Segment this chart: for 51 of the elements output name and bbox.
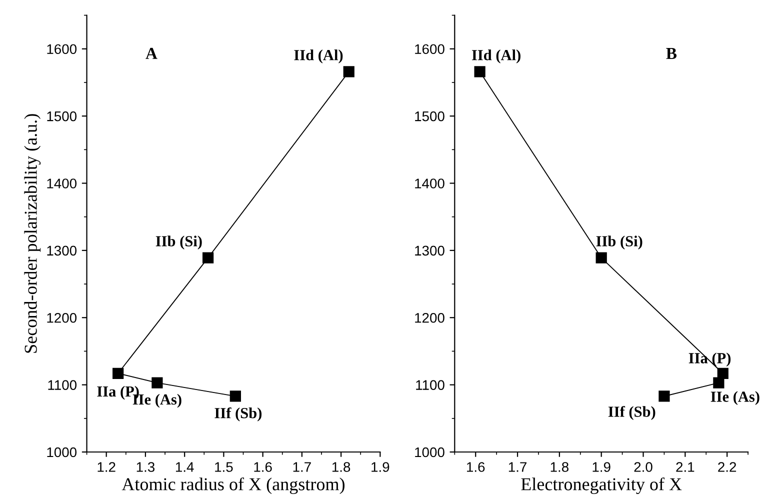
annotation: IIf (Sb) [214,407,262,422]
point [596,252,607,264]
x-tick-label: 1.7 [293,462,311,472]
point [658,390,670,402]
x-axis-title: Atomic radius of X (angstrom) [122,477,344,494]
x-tick-label: 1.4 [176,462,194,472]
y-tick-label: 1100 [48,380,77,390]
y-tick-label: 1300 [415,246,444,256]
x-tick-label: 1.5 [215,462,233,472]
y-tick-label: 1400 [47,178,77,188]
x-tick-label: 2.0 [634,462,652,472]
annotation: A [146,48,158,59]
point [474,66,486,78]
y-tick-label: 1200 [47,312,77,323]
point [230,390,241,402]
y-tick-label: 1000 [415,447,444,458]
point [112,368,124,379]
y-tick-label: 1600 [415,44,444,54]
x-tick-label: 1.8 [550,462,568,472]
y-tick-label: 1400 [415,178,444,188]
annotation: IIe (As) [710,391,760,405]
y-tick-label: 1000 [47,447,77,458]
y-tick-label: 1600 [47,44,77,54]
annotation: IIb (Si) [596,236,642,250]
y-axis-title: Second-order polarizability (a.u.) [24,114,41,353]
y-tick-label: 1500 [415,111,444,122]
point [152,377,163,388]
annotation: IIb (Si) [156,236,202,250]
x-tick-label: 1.3 [136,462,155,472]
x-tick-label: 1.9 [372,462,390,472]
y-tick-label: 1200 [415,312,444,323]
y-tick-label: 1300 [47,246,77,256]
annotation: IIa (P) [688,352,731,366]
x-tick-label: 2.2 [718,462,736,472]
annotation: IIf (Sb) [608,406,656,420]
y-tick-label: 1500 [47,111,77,122]
x-tick-label: 1.7 [508,462,526,472]
annotation: IId (Al) [294,50,343,64]
x-tick-label: 1.6 [467,462,485,472]
point [713,377,724,388]
annotation: IId (Al) [472,50,520,64]
x-tick-label: 2.1 [676,462,694,472]
x-tick-label: 1.8 [332,462,350,472]
x-tick-label: 1.2 [98,462,116,472]
x-tick-label: 1.9 [592,462,610,472]
x-axis-title: Electronegativity of X [521,477,682,494]
y-tick-label: 1100 [416,380,444,390]
annotation: B [666,48,677,59]
x-tick-label: 1.6 [254,462,272,472]
point [202,252,214,264]
point [343,66,354,78]
